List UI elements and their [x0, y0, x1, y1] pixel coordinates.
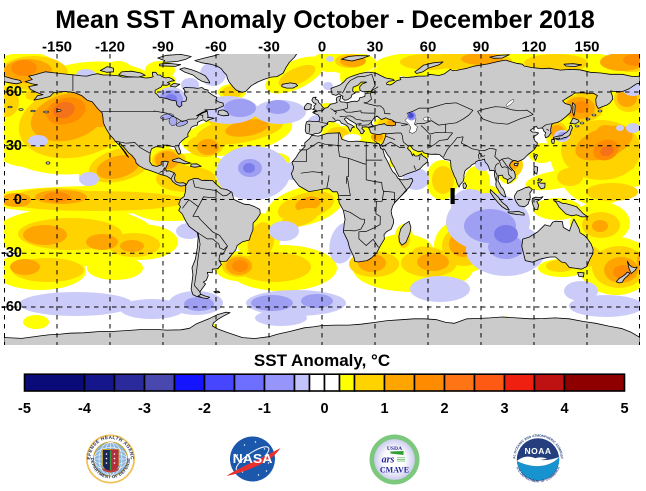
svg-text:ars: ars [382, 455, 395, 466]
svg-text:30: 30 [367, 39, 384, 56]
svg-text:USDA: USDA [387, 446, 402, 452]
svg-text:-30: -30 [1, 245, 22, 261]
svg-text:-90: -90 [152, 39, 174, 56]
svg-text:150: 150 [574, 39, 599, 56]
svg-text:-2: -2 [198, 401, 211, 417]
svg-text:-1: -1 [258, 401, 271, 417]
svg-text:60: 60 [420, 39, 437, 56]
svg-text:NASA: NASA [233, 451, 273, 465]
svg-text:-120: -120 [95, 39, 125, 56]
svg-text:SST Anomaly, °C: SST Anomaly, °C [254, 351, 390, 370]
svg-text:3: 3 [500, 401, 508, 417]
svg-text:-60: -60 [1, 299, 22, 315]
svg-text:0: 0 [14, 192, 22, 208]
svg-text:30: 30 [6, 138, 22, 154]
svg-text:0: 0 [318, 39, 326, 56]
svg-text:-3: -3 [138, 401, 151, 417]
svg-text:-4: -4 [78, 401, 91, 417]
svg-text:1: 1 [380, 401, 388, 417]
svg-text:5: 5 [620, 401, 628, 417]
svg-text:120: 120 [521, 39, 546, 56]
svg-text:-5: -5 [18, 401, 31, 417]
svg-text:-150: -150 [42, 39, 72, 56]
svg-text:90: 90 [473, 39, 490, 56]
svg-text:Mean SST Anomaly October - Dec: Mean SST Anomaly October - December 2018 [55, 6, 595, 34]
svg-text:-30: -30 [258, 39, 280, 56]
svg-text:60: 60 [6, 84, 22, 100]
svg-text:CMAVE: CMAVE [380, 466, 409, 475]
svg-text:0: 0 [320, 401, 328, 417]
svg-text:4: 4 [560, 401, 568, 417]
svg-text:2: 2 [440, 401, 448, 417]
svg-text:NOAA: NOAA [524, 446, 551, 456]
svg-text:-60: -60 [205, 39, 227, 56]
